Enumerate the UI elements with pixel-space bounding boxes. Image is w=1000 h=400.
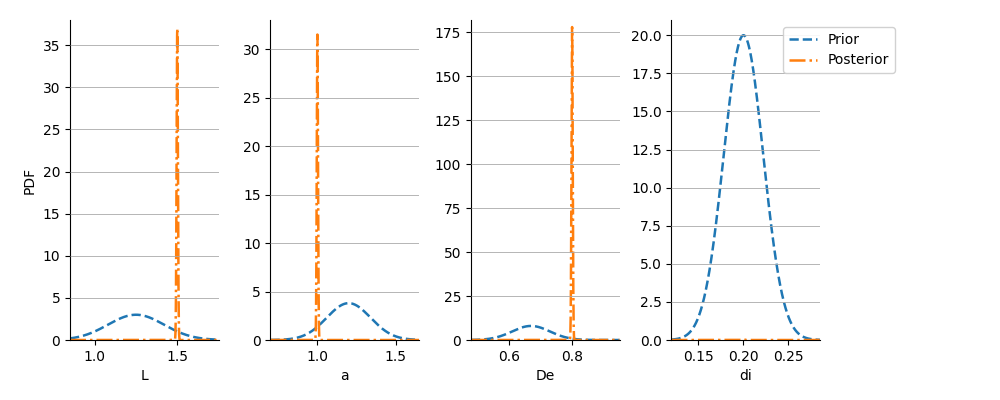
X-axis label: a: a [340,369,349,383]
X-axis label: di: di [739,369,752,383]
X-axis label: De: De [536,369,555,383]
Legend: Prior, Posterior: Prior, Posterior [783,27,895,73]
X-axis label: L: L [140,369,148,383]
Y-axis label: PDF: PDF [23,166,37,194]
